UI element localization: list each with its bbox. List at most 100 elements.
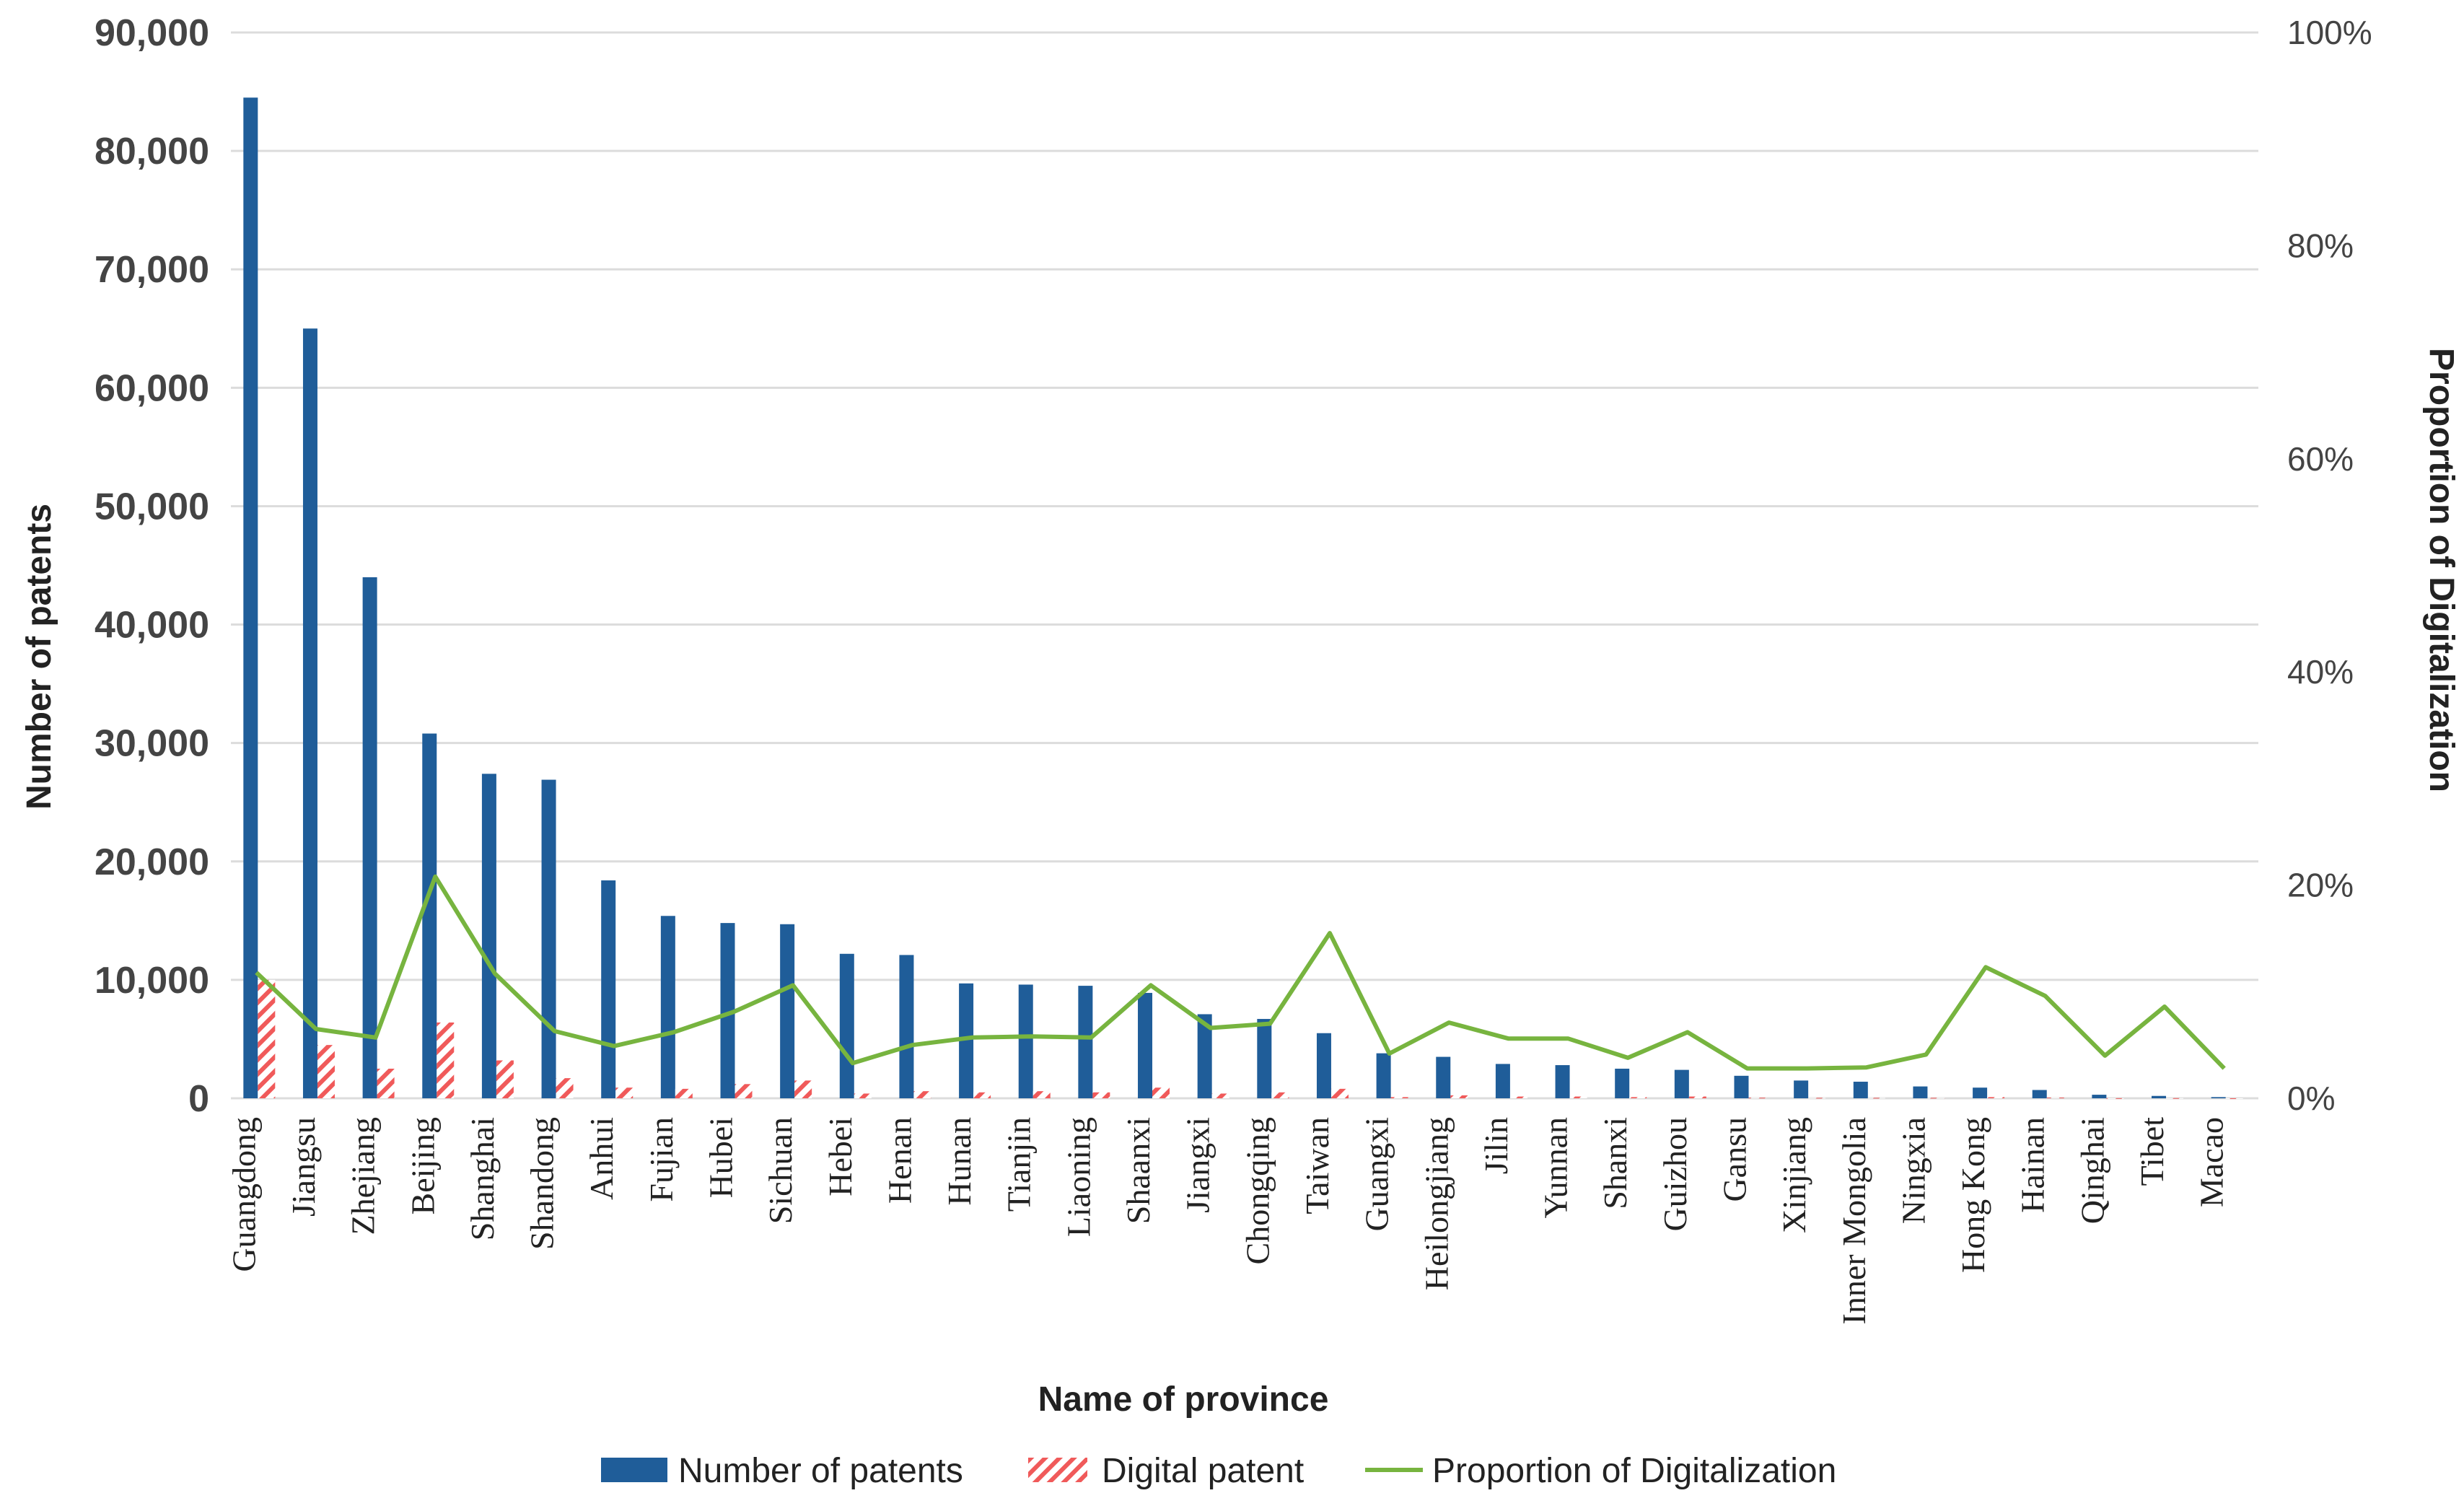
- x-tick-label: Hunan: [941, 1117, 978, 1206]
- digital-bar: [1211, 1093, 1229, 1098]
- x-tick-label: Ningxia: [1895, 1117, 1932, 1224]
- patent-bar: [1316, 1033, 1331, 1098]
- patent-bar: [2152, 1095, 2167, 1098]
- x-tick-label: Jiangxi: [1180, 1117, 1216, 1213]
- digital-bar: [1987, 1097, 2005, 1098]
- patent-bar: [243, 97, 258, 1098]
- y-tick-label: 30,000: [95, 723, 209, 765]
- digital-bar: [1509, 1096, 1527, 1098]
- digital-bar: [1688, 1096, 1706, 1098]
- digital-bar: [854, 1093, 872, 1098]
- x-tick-label: Taiwan: [1299, 1117, 1336, 1214]
- patent-bar: [1436, 1056, 1451, 1098]
- patent-bar: [541, 779, 556, 1098]
- x-tick-label: Xinjiang: [1776, 1117, 1812, 1233]
- patent-bar: [302, 328, 317, 1098]
- x-axis-title: Name of province: [1038, 1380, 1329, 1419]
- digital-bar: [1569, 1096, 1587, 1098]
- x-tick-label: Gansu: [1717, 1117, 1753, 1202]
- x-tick-label: Tibet: [2134, 1117, 2170, 1186]
- x-tick-label: Shanxi: [1597, 1117, 1634, 1209]
- digital-bar: [1092, 1092, 1110, 1098]
- legend-label-patents: Number of patents: [678, 1452, 963, 1490]
- patent-bar: [1973, 1087, 1988, 1098]
- x-tick-label: Beijing: [404, 1117, 441, 1214]
- patent-bar: [899, 955, 914, 1098]
- x-axis-ticks: Guangdong Jiangsu Zhejiang Beijing Shanghai S…: [225, 1117, 2230, 1325]
- x-tick-label: Qinghai: [2074, 1117, 2110, 1224]
- patent-bar: [601, 880, 616, 1098]
- patent-bar: [1197, 1014, 1212, 1098]
- digital-bar: [2225, 1098, 2243, 1099]
- patent-bar: [422, 733, 437, 1098]
- digital-bar: [675, 1088, 693, 1098]
- digital-bar: [615, 1087, 633, 1098]
- y-axis-ticks: 0 10,000 20,000 30,000 40,000 50,000 60,000 70,…: [95, 12, 209, 1120]
- legend-label-proportion: Proportion of Digitalization: [1432, 1452, 1836, 1490]
- patent-bar: [1257, 1019, 1272, 1098]
- x-tick-label: Liaoning: [1060, 1117, 1097, 1237]
- x-tick-label: Hubei: [703, 1117, 740, 1198]
- patent-bar: [660, 916, 675, 1098]
- digital-bar: [377, 1068, 395, 1098]
- digital-bar: [1390, 1097, 1408, 1098]
- digital-bar: [317, 1045, 335, 1098]
- digital-bar: [1032, 1091, 1051, 1098]
- digital-bar: [973, 1092, 991, 1098]
- x-tick-label: Sichuan: [762, 1117, 799, 1224]
- line-layer: [255, 874, 2226, 1071]
- patent-bar: [1674, 1069, 1689, 1098]
- legend-swatch-patents: [601, 1458, 667, 1482]
- x-tick-label: Heilongjiang: [1418, 1117, 1455, 1290]
- x-tick-label: Shanghai: [464, 1117, 501, 1240]
- patent-bar: [720, 923, 735, 1098]
- patent-bar: [1495, 1064, 1510, 1098]
- patent-bar: [362, 577, 377, 1098]
- digital-bar: [1271, 1092, 1289, 1098]
- y2-tick-label: 60%: [2287, 440, 2354, 478]
- y-tick-label: 80,000: [95, 131, 209, 172]
- patent-bar: [1555, 1065, 1570, 1098]
- x-tick-label: Tianjin: [1001, 1117, 1038, 1212]
- patent-bar: [1913, 1086, 1928, 1098]
- x-tick-label: Fujian: [643, 1117, 680, 1202]
- y2-tick-label: 80%: [2287, 227, 2354, 264]
- x-tick-label: Hainan: [2014, 1117, 2051, 1213]
- patent-bar: [1794, 1080, 1809, 1098]
- digital-bar: [2166, 1098, 2184, 1099]
- y2-tick-label: 40%: [2287, 653, 2354, 691]
- legend-label-digital: Digital patent: [1102, 1452, 1304, 1490]
- digital-bar: [913, 1091, 931, 1098]
- patent-bar: [2032, 1090, 2047, 1098]
- x-tick-label: Yunnan: [1538, 1117, 1574, 1219]
- x-tick-label: Hebei: [822, 1117, 859, 1196]
- y2-tick-label: 100%: [2287, 14, 2372, 51]
- legend-swatch-digital: [1028, 1458, 1087, 1482]
- patent-bar: [1615, 1068, 1630, 1098]
- bars-layer: [243, 97, 2243, 1099]
- y2-axis-ticks: 0% 20% 40% 60% 80% 100%: [2287, 14, 2372, 1117]
- gridlines: [231, 31, 2258, 1100]
- y2-axis-title: Proportion of Digitalization: [2422, 348, 2460, 792]
- y-tick-label: 70,000: [95, 249, 209, 291]
- patent-bar: [2092, 1095, 2107, 1098]
- y2-tick-label: 0%: [2287, 1080, 2335, 1117]
- y-tick-label: 0: [188, 1078, 209, 1120]
- x-tick-label: Shaanxi: [1120, 1117, 1157, 1224]
- x-tick-label: Chongqing: [1239, 1117, 1276, 1264]
- y-tick-label: 90,000: [95, 12, 209, 54]
- x-tick-label: Jiangsu: [285, 1117, 322, 1217]
- y-axis-title: Number of patents: [20, 504, 58, 810]
- patent-bar: [1018, 984, 1033, 1098]
- digital-bar: [794, 1080, 812, 1098]
- digital-bar: [437, 1022, 455, 1098]
- digital-bar: [496, 1060, 514, 1098]
- y-tick-label: 10,000: [95, 960, 209, 1002]
- patent-bar: [1138, 992, 1153, 1098]
- digital-bar: [1330, 1088, 1349, 1098]
- patent-bar: [481, 774, 496, 1098]
- y2-tick-label: 20%: [2287, 867, 2354, 904]
- digital-bar: [556, 1078, 574, 1098]
